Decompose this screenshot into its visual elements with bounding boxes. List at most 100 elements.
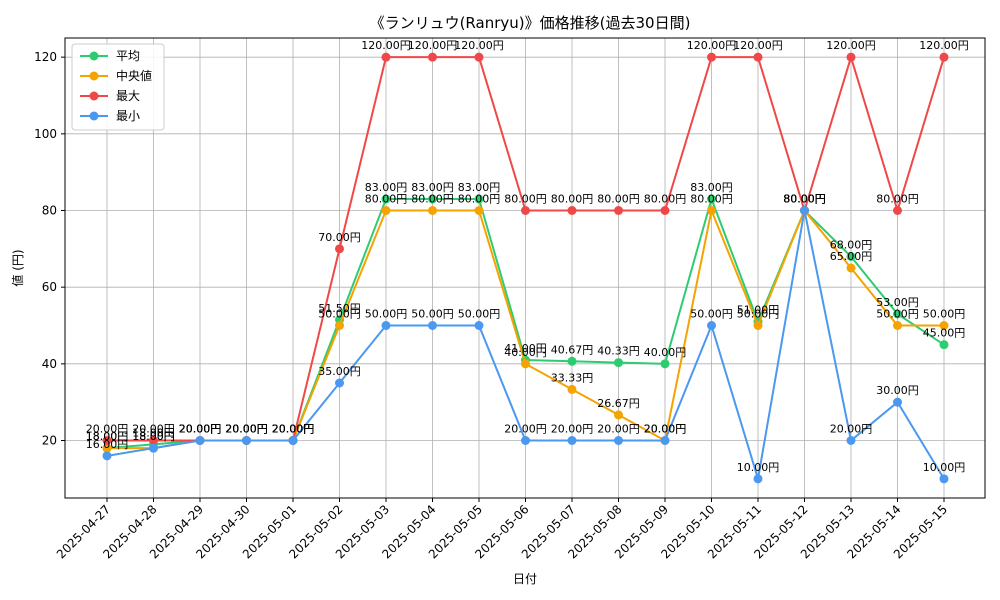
data-label: 40.67円 [551, 343, 594, 356]
data-point [614, 358, 623, 368]
data-point [614, 436, 623, 445]
data-point [474, 52, 484, 62]
data-point [753, 474, 763, 484]
data-label: 65.00円 [830, 250, 873, 263]
data-point [939, 340, 949, 350]
data-point [614, 206, 623, 215]
data-point [846, 252, 856, 261]
x-axis-ticks: 2025-04-272025-04-282025-04-292025-04-30… [54, 498, 950, 561]
data-point [846, 436, 856, 445]
data-point [381, 206, 391, 215]
data-point [521, 206, 530, 215]
data-label: 80.00円 [597, 193, 640, 206]
data-point [521, 359, 530, 369]
data-label: 20.00円 [272, 423, 315, 436]
x-axis-label: 日付 [513, 572, 537, 586]
data-label: 50.00円 [876, 308, 919, 321]
data-label: 120.00円 [454, 39, 504, 52]
data-point [242, 436, 251, 445]
data-point [707, 52, 716, 62]
data-label: 33.33円 [551, 371, 594, 384]
data-label: 26.67円 [597, 397, 640, 410]
data-point [893, 206, 902, 215]
data-label: 50.00円 [365, 308, 408, 321]
data-point [753, 52, 763, 62]
data-point [288, 436, 298, 445]
data-point [893, 397, 902, 407]
data-labels: 18.00円 18.00円 20.00円 20.00円 20.00円51.50円83.0… [86, 39, 969, 474]
data-label: 20.00円 [179, 423, 222, 436]
data-label: 20.00円 [179, 423, 222, 436]
data-label: 120.00円 [826, 39, 876, 52]
data-label: 20.00円 [179, 423, 222, 436]
y-axis-label: 値 (円) [10, 249, 25, 286]
grid [65, 38, 985, 498]
y-tick-label: 20 [42, 434, 57, 448]
data-label: 80.00円 [504, 193, 547, 206]
data-label: 80.00円 [690, 193, 733, 206]
data-label: 20.00円 [225, 423, 268, 436]
data-label: 20.00円 [225, 423, 268, 436]
data-point [428, 206, 437, 215]
data-label: 35.00円 [318, 365, 361, 378]
data-label: 51.50円 [318, 302, 361, 315]
data-label: 50.00円 [458, 308, 501, 321]
data-label: 40.33円 [597, 345, 640, 358]
plot-frame [64, 37, 986, 499]
data-label: 50.00円 [737, 308, 780, 321]
data-label: 45.00円 [923, 327, 966, 340]
data-point [474, 321, 484, 330]
data-label: 80.00円 [365, 193, 408, 206]
series-lines [102, 52, 949, 484]
data-point [939, 474, 949, 484]
legend-marker [89, 91, 99, 101]
data-point [521, 436, 530, 445]
data-point [707, 206, 716, 215]
data-point [753, 321, 763, 330]
y-axis-ticks: 20 40 60 80 100 120 [34, 50, 65, 448]
data-label: 70.00円 [318, 231, 361, 244]
data-point [660, 359, 670, 369]
legend-label: 中央値 [116, 68, 152, 83]
data-point [428, 321, 437, 330]
data-point [660, 436, 670, 445]
data-point [567, 206, 577, 215]
data-point [846, 52, 856, 62]
data-label: 68.00円 [830, 239, 873, 252]
legend-label: 最大 [116, 89, 140, 103]
data-label: 18.00円 [132, 426, 175, 439]
data-point [707, 321, 716, 330]
data-point [335, 321, 344, 330]
data-label: 80.00円 [783, 193, 826, 206]
data-label: 18.00円 [132, 430, 175, 443]
y-tick-label: 80 [42, 204, 57, 218]
data-label: 80.00円 [783, 193, 826, 206]
data-point [567, 384, 577, 394]
data-point [102, 436, 112, 445]
y-tick-label: 40 [42, 357, 57, 371]
data-point [939, 321, 949, 330]
data-label: 40.00円 [504, 346, 547, 359]
data-label: 80.00円 [551, 193, 594, 206]
data-label: 50.00円 [411, 308, 454, 321]
data-label: 16.00円 [86, 438, 129, 451]
data-label: 20.00円 [644, 423, 687, 436]
data-point [428, 52, 437, 62]
data-label: 120.00円 [408, 39, 458, 52]
data-point [893, 321, 902, 330]
data-point [335, 244, 344, 254]
data-label: 50.00円 [318, 308, 361, 321]
data-label: 50.00円 [923, 308, 966, 321]
data-point [102, 443, 112, 453]
data-label: 120.00円 [361, 39, 411, 52]
data-label: 10.00円 [923, 461, 966, 474]
legend-marker [89, 71, 99, 81]
data-label: 20.00円 [86, 423, 129, 436]
data-point [800, 206, 809, 215]
data-label: 18.00円 [86, 430, 129, 443]
data-label: 20.00円 [551, 423, 594, 436]
chart-title: 《ランリュウ(Ranryu)》価格推移(過去30日間) [370, 14, 691, 32]
data-label: 83.00円 [458, 181, 501, 194]
